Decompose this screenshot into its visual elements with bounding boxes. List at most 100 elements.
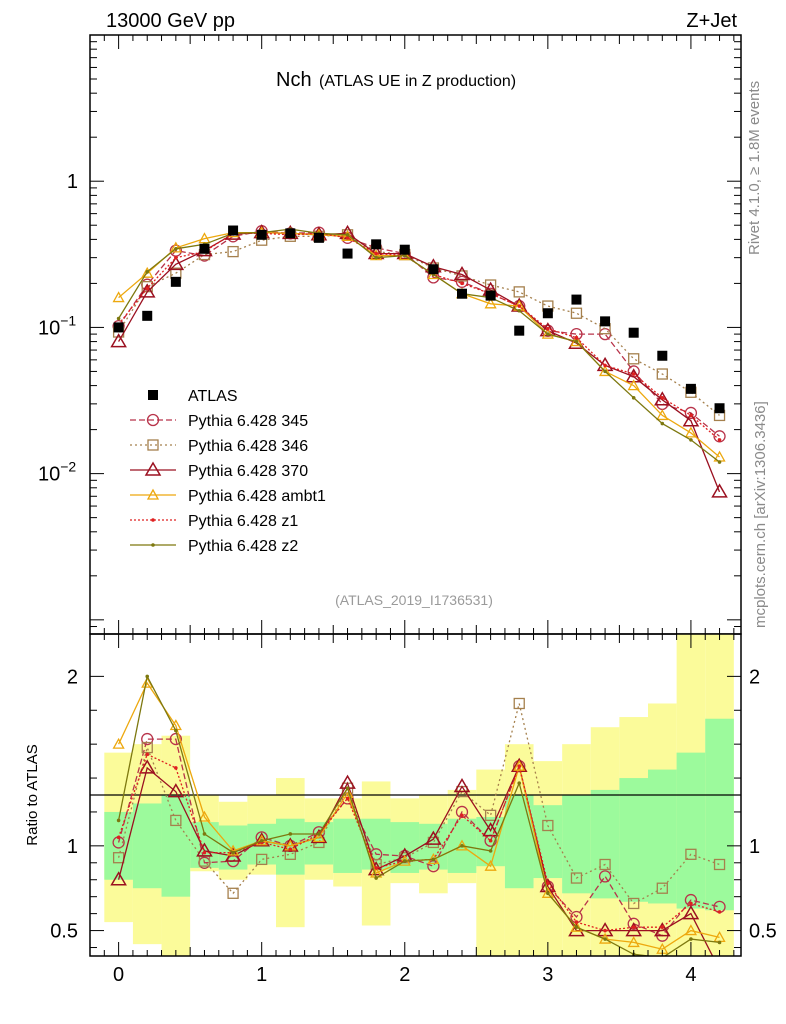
uncertainty-band-green [648,769,677,904]
atlas-data-point [228,225,239,236]
legend-label: Pythia 6.428 370 [188,463,308,480]
atlas-data-point [685,383,696,394]
plot-title: Nch [276,69,312,91]
legend-label: Pythia 6.428 346 [188,438,308,455]
ratio-point-z2 [717,940,722,945]
atlas-data-point [399,244,410,255]
ratio-point-p370 [453,778,471,793]
x-tick-label: 2 [399,964,410,986]
ratio-line-p346 [117,703,720,905]
ratio-y-tick-label: 2 [67,666,78,688]
atlas-data-point [485,290,496,301]
point-p370 [110,333,127,348]
ratio-point-z2 [431,857,436,862]
ratio-point-p370 [110,871,127,886]
atlas-data-point [428,264,439,275]
point-z2 [546,332,550,336]
atlas-data-point [600,316,611,327]
mcplots-label: mcplots.cern.ch [arXiv:1306.3436] [752,401,769,628]
point-ambt1 [484,297,497,309]
point-ambt1 [541,327,554,339]
legend-marker [151,518,155,522]
point-z1 [574,335,579,340]
legend-label: Pythia 6.428 z1 [188,513,298,530]
point-z1 [460,281,464,286]
point-ambt1 [341,229,354,241]
ratio-point-z2 [259,838,264,843]
ratio-point-z1 [345,796,350,801]
point-z1 [345,236,350,240]
ratio-point-z2 [174,728,178,733]
ratio-point-ambt1 [312,831,326,843]
ratio-point-p346 [542,819,554,832]
ratio-point-z2 [402,859,407,863]
point-z2 [145,270,150,274]
ratio-point-z1 [660,925,665,929]
atlas-data-point [313,232,324,243]
uncertainty-band-green [333,818,362,873]
ratio-point-z1 [288,847,293,852]
ratio-point-z1 [603,928,607,933]
x-tick-label: 4 [685,964,696,986]
ratio-ylabel: Ratio to ATLAS [24,744,41,845]
ratio-point-p345 [598,870,612,883]
series-line-z2 [118,228,720,463]
legend-entry: Pythia 6.428 346 [130,438,308,455]
ratio-point-z2 [574,925,579,929]
main-axes: 1 10−1 10−2 [38,34,741,635]
point-ambt1 [627,379,640,391]
atlas-data-point [199,243,210,254]
point-p345 [684,406,698,420]
ratio-point-p370 [167,783,185,798]
ratio-point-z1 [145,752,150,757]
point-z2 [116,316,121,321]
header-energy: 13000 GeV pp [106,10,235,32]
ratio-point-z2 [374,876,378,880]
ratio-point-z2 [317,832,321,836]
atlas-data-point [542,308,553,319]
y-tick-label: 10−2 [38,459,76,486]
analysis-id: (ATLAS_2019_I1736531) [335,592,493,608]
series-line-p370 [118,231,721,493]
point-z1 [174,255,178,260]
ratio-y-tick-label-right: 1 [749,836,760,858]
legend-entry: Pythia 6.428 370 [130,461,308,480]
ratio-point-z1 [202,850,207,855]
ratio-point-p346 [599,858,611,871]
legend-entry: Pythia 6.428 345 [130,413,308,430]
point-z1 [689,413,693,418]
ratio-point-p346 [484,809,497,821]
point-z1 [717,438,722,442]
atlas-data-point [113,322,124,333]
point-p345 [570,327,583,341]
point-z1 [660,396,665,400]
ratio-point-z1 [574,920,579,924]
point-z1 [603,363,607,368]
ratio-point-z1 [717,910,722,914]
ratio-point-p346 [170,814,182,827]
plot-subtitle: (ATLAS UE in Z production) [319,73,516,90]
ratio-point-p370 [713,963,727,975]
legend-label: Pythia 6.428 ambt1 [188,488,326,505]
ratio-series-layer [110,674,727,975]
ratio-point-ambt1 [684,924,698,936]
legend-label: Pythia 6.428 z2 [188,538,298,555]
point-z2 [603,369,607,374]
point-z1 [517,304,522,308]
ratio-point-p370 [482,822,499,837]
legend-marker [148,390,158,400]
ratio-point-ambt1 [112,737,125,749]
point-z2 [345,232,350,237]
ratio-point-ambt1 [455,839,469,851]
x-tick-label: 0 [113,964,124,986]
ratio-point-p346 [256,853,268,866]
ratio-point-p370 [425,830,442,845]
y-tick-label: 10−1 [38,312,76,339]
ratio-point-z1 [631,925,636,929]
y-tick-exponent: −1 [60,312,76,328]
uncertainty-band-green [161,795,191,897]
point-z2 [517,308,522,313]
ratio-point-z1 [689,901,693,906]
ratio-point-z2 [488,849,493,853]
